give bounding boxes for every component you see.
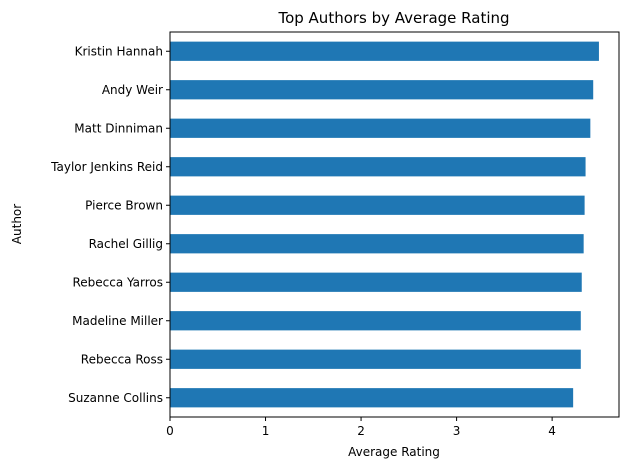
bar-rebecca-yarros [170,272,582,292]
y-tick-label: Rebecca Yarros [72,275,163,289]
bar-matt-dinniman [170,118,591,138]
y-tick-label: Taylor Jenkins Reid [50,160,163,174]
bar-suzanne-collins [170,388,574,408]
y-tick-label: Pierce Brown [85,198,163,212]
y-tick-label: Suzanne Collins [68,391,163,405]
bar-rebecca-ross [170,349,581,369]
bar-madeline-miller [170,311,581,331]
x-axis-label: Average Rating [348,445,440,459]
y-tick-label: Andy Weir [102,83,163,97]
bar-taylor-jenkins-reid [170,157,586,177]
bar-andy-weir [170,80,594,100]
bar-kristin-hannah [170,41,599,61]
bar-pierce-brown [170,195,585,215]
axes-frame [169,31,620,418]
chart-title: Top Authors by Average Rating [277,9,509,27]
y-tick-label: Matt Dinniman [74,121,163,135]
y-ticks-group: Kristin Hannah Andy Weir Matt Dinniman Tayl… [50,44,170,405]
x-ticks-group: 0 1 2 3 4 [166,417,556,438]
x-tick-label: 1 [262,424,270,438]
bars-group [170,41,599,408]
y-tick-label: Kristin Hannah [75,44,163,58]
x-tick-label: 0 [166,424,174,438]
y-tick-label: Rachel Gillig [89,237,163,251]
y-tick-label: Madeline Miller [72,314,163,328]
x-tick-label: 4 [548,424,556,438]
x-tick-label: 3 [453,424,461,438]
x-tick-label: 2 [357,424,365,438]
y-tick-label: Rebecca Ross [81,352,163,366]
y-axis-label: Author [10,204,24,244]
bar-rachel-gillig [170,234,584,254]
